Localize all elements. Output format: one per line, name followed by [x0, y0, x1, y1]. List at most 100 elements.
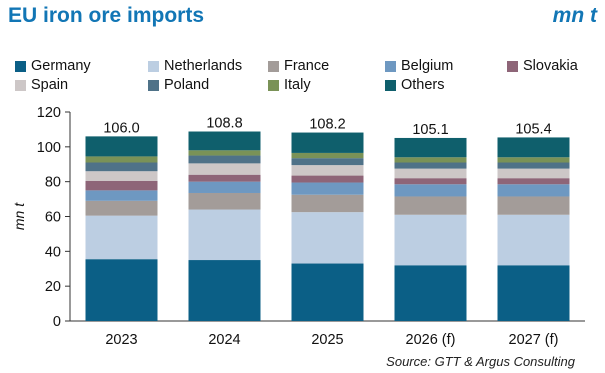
legend-label: Others	[401, 77, 445, 93]
bar-segment-netherlands	[394, 214, 467, 266]
legend-item-france: France	[268, 58, 329, 74]
bar-segment-france	[497, 196, 570, 215]
legend-label: Slovakia	[523, 58, 578, 74]
chart-title: EU iron ore imports	[8, 4, 205, 27]
y-tick-label: 0	[53, 314, 61, 330]
legend-item-belgium: Belgium	[385, 58, 453, 74]
bar-segment-italy	[85, 156, 158, 163]
bar-segment-poland	[188, 155, 261, 164]
bar-segment-italy	[291, 152, 364, 159]
bar-segment-netherlands	[497, 214, 570, 266]
legend-item-spain: Spain	[15, 77, 68, 93]
x-tick-label: 2024	[208, 332, 240, 348]
total-label-bg	[304, 113, 351, 132]
bar-segment-france	[188, 192, 261, 210]
legend-item-italy: Italy	[268, 77, 311, 93]
bar-segment-france	[85, 200, 158, 216]
stacked-bar-chart: mn t 0 20 40 60 80 100 120 106.0 2023 108.8 2024 108…	[11, 105, 585, 348]
bar-segment-slovakia	[497, 178, 570, 185]
bar-segment-netherlands	[291, 212, 364, 264]
bar-segment-germany	[497, 265, 570, 321]
x-tick-label: 2026 (f)	[406, 332, 456, 348]
legend-swatch-france	[268, 60, 279, 72]
bar-segment-poland	[497, 162, 570, 169]
source-note: Source: GTT & Argus Consulting	[386, 354, 575, 369]
legend-label: Belgium	[401, 58, 454, 74]
legend-item-netherlands: Netherlands	[148, 58, 242, 74]
bar-segment-others	[291, 132, 364, 153]
y-tick-label: 20	[45, 279, 61, 295]
y-tick-label: 80	[45, 175, 61, 191]
total-label: 106.0	[103, 120, 139, 136]
bar-segment-spain	[291, 165, 364, 176]
bar-segment-italy	[188, 150, 261, 156]
bar-segment-others	[188, 131, 261, 151]
total-label-bg	[201, 112, 248, 131]
legend-label: France	[284, 58, 330, 74]
bar-segment-italy	[394, 157, 467, 163]
bar-segment-spain	[188, 163, 261, 175]
bar-segment-germany	[188, 260, 261, 321]
bar-segment-spain	[394, 168, 467, 179]
x-tick-label: 2025	[311, 332, 343, 348]
legend-item-germany: Germany	[15, 58, 91, 74]
legend-label: Germany	[31, 58, 91, 74]
bar-segment-france	[291, 194, 364, 213]
bar-segment-italy	[497, 157, 570, 163]
legend-label: Poland	[164, 77, 210, 93]
bar-segment-spain	[85, 171, 158, 181]
bar-segment-netherlands	[85, 215, 158, 260]
bar-segment-belgium	[497, 184, 570, 197]
legend-swatch-germany	[15, 60, 26, 72]
y-axis-label: mn t	[11, 202, 27, 230]
total-label: 108.2	[309, 117, 345, 133]
legend-item-slovakia: Slovakia	[507, 58, 578, 74]
bar-segment-slovakia	[188, 174, 261, 182]
bar-segment-others	[85, 136, 158, 157]
y-tick-label: 100	[37, 140, 61, 156]
bar-segment-belgium	[291, 182, 364, 195]
x-tick-label: 2023	[105, 332, 137, 348]
legend-swatch-others	[385, 79, 396, 91]
y-tick-label: 40	[45, 244, 61, 260]
legend-swatch-italy	[268, 79, 279, 91]
legend: Germany Netherlands France Belgium Slovakia S…	[15, 58, 595, 94]
bar-segment-france	[394, 196, 467, 215]
y-tick-label: 120	[37, 105, 61, 121]
bar-segment-others	[497, 137, 570, 158]
total-label-bg	[407, 118, 454, 137]
bar-segment-belgium	[394, 184, 467, 197]
total-label: 105.4	[515, 121, 551, 137]
total-label: 108.8	[206, 116, 242, 132]
bar-segment-belgium	[188, 181, 261, 193]
unit-label: mn t	[552, 4, 597, 27]
bar-segment-germany	[394, 265, 467, 321]
legend-swatch-belgium	[385, 60, 396, 72]
bar-segment-germany	[85, 259, 158, 321]
legend-swatch-poland	[148, 79, 159, 91]
x-tick-label: 2027 (f)	[509, 332, 559, 348]
y-tick-label: 60	[45, 210, 61, 226]
bar-segment-spain	[497, 168, 570, 179]
bar-segment-netherlands	[188, 209, 261, 261]
total-label: 105.1	[412, 122, 448, 138]
bar-segment-germany	[291, 263, 364, 321]
legend-label: Netherlands	[164, 58, 243, 74]
legend-item-poland: Poland	[148, 77, 209, 93]
legend-label: Italy	[284, 77, 311, 93]
bar-segment-poland	[85, 162, 158, 172]
legend-item-others: Others	[385, 77, 445, 93]
legend-swatch-netherlands	[148, 60, 159, 72]
legend-label: Spain	[31, 77, 69, 93]
bar-segment-slovakia	[394, 178, 467, 185]
bar-segment-poland	[291, 158, 364, 166]
bar-segment-slovakia	[291, 175, 364, 183]
legend-swatch-spain	[15, 79, 26, 91]
bar-segment-poland	[394, 162, 467, 169]
bar-segment-others	[394, 137, 467, 158]
total-label-bg	[98, 117, 145, 136]
bar-segment-slovakia	[85, 180, 158, 191]
total-label-bg	[510, 118, 557, 137]
bar-segment-belgium	[85, 190, 158, 201]
legend-swatch-slovakia	[507, 60, 518, 72]
